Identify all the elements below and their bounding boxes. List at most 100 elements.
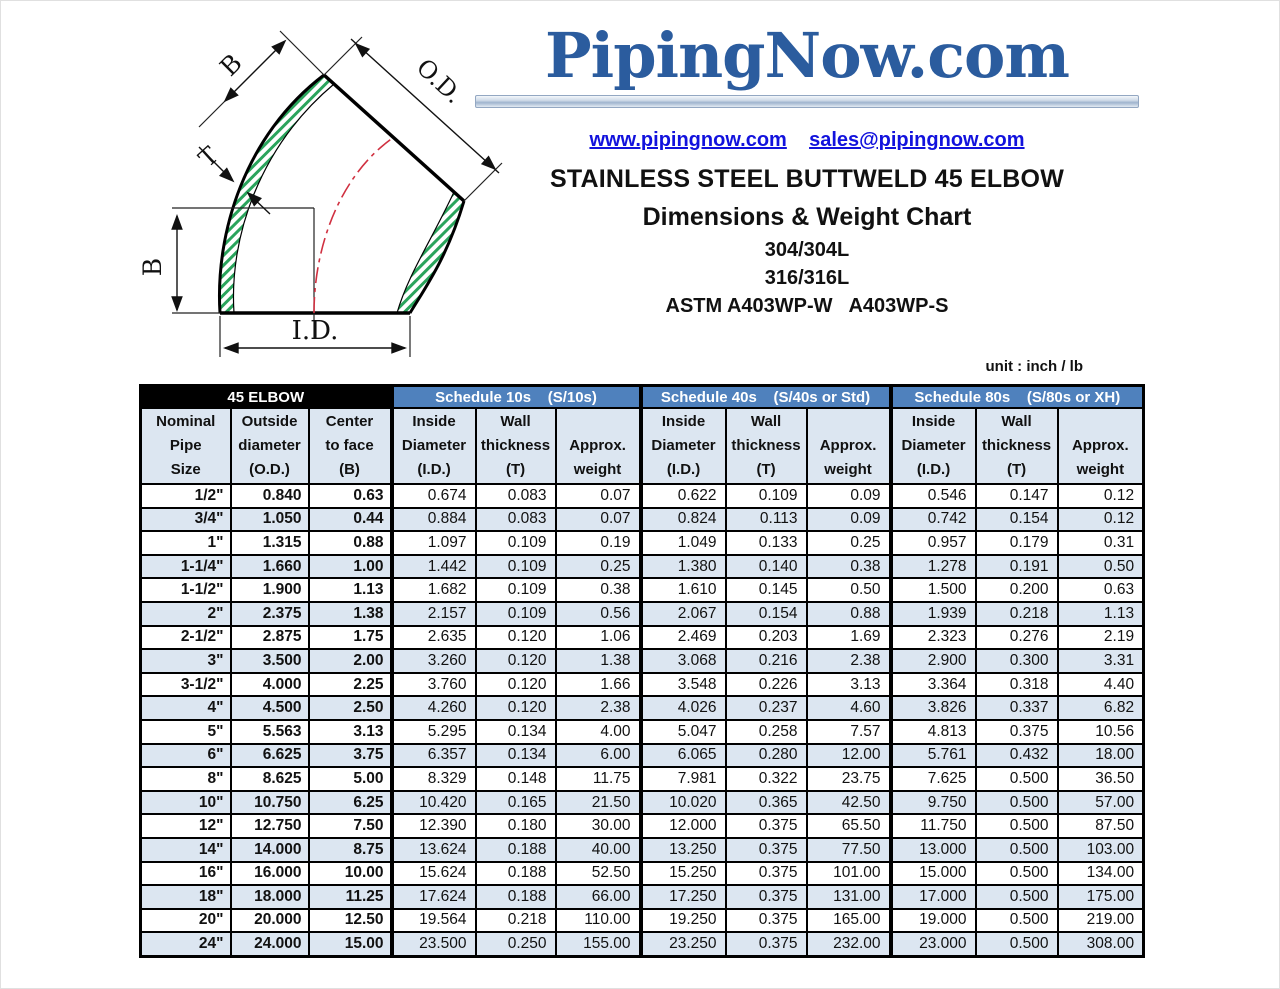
table-cell: 232.00 xyxy=(805,931,892,958)
table-cell: 6.625 xyxy=(229,742,310,769)
table-cell: 131.00 xyxy=(805,884,892,910)
table-cell: 0.365 xyxy=(724,789,808,816)
table-cell: 101.00 xyxy=(805,860,892,887)
column-header: Wall thickness (T) xyxy=(974,407,1059,485)
table-cell: 77.50 xyxy=(805,836,892,863)
table-cell: 0.134 xyxy=(474,718,557,745)
table-cell: 36.50 xyxy=(1056,766,1145,792)
table-cell: 17.624 xyxy=(389,884,477,910)
column-header-line xyxy=(1061,410,1141,434)
table-cell: 219.00 xyxy=(1056,907,1145,934)
table-cell: 175.00 xyxy=(1056,884,1145,910)
logo-text: PipingNow.com xyxy=(545,19,1070,92)
table-cell: 12.50 xyxy=(307,907,393,934)
table-cell: 12.00 xyxy=(805,742,892,769)
spec-table: 45 ELBOW Schedule 10s (S/10s) Schedule 40s… xyxy=(139,384,1146,958)
table-cell: 11.75 xyxy=(554,766,642,792)
table-cell: 0.226 xyxy=(724,671,808,698)
table-cell: 0.500 xyxy=(974,766,1059,792)
table-cell: 4.60 xyxy=(805,695,892,721)
table-cell: 0.280 xyxy=(724,742,808,769)
column-header: Wall thickness (T) xyxy=(474,407,557,485)
table-cell: 15.000 xyxy=(888,860,977,887)
column-header-line: Size xyxy=(170,461,201,478)
contact-links: www.pipingnow.com sales@pipingnow.com xyxy=(471,129,1143,152)
table-cell: 6.357 xyxy=(389,742,477,769)
column-header-line: (O.D.) xyxy=(249,461,290,478)
website-link[interactable]: www.pipingnow.com xyxy=(589,128,787,151)
table-cell: 0.38 xyxy=(554,577,642,603)
table-cell: 19.564 xyxy=(389,907,477,934)
table-cell: 0.147 xyxy=(974,483,1059,509)
column-header-line: Inside xyxy=(661,413,706,430)
table-cell: 3.548 xyxy=(638,671,727,698)
logo-divider-bar xyxy=(475,94,1139,108)
table-cell: 12" xyxy=(139,813,232,839)
table-cell: 1.660 xyxy=(229,553,310,580)
column-header-line: (I.D.) xyxy=(666,461,701,478)
table-cell: 3.760 xyxy=(389,671,477,698)
table-cell: 20" xyxy=(139,907,232,934)
table-cell: 5" xyxy=(139,718,232,745)
table-cell: 0.109 xyxy=(474,577,557,603)
table-cell: 7.981 xyxy=(638,766,727,792)
table-cell: 0.375 xyxy=(724,836,808,863)
table-cell: 14" xyxy=(139,836,232,863)
table-cell: 1.06 xyxy=(554,624,642,651)
table-row: 3" 3.500 2.00 3.260 0.120 1.38 3.068 0.216 2.38 2… xyxy=(139,648,1145,674)
table-row: 14" 14.000 8.75 13.624 0.188 40.00 13.250 0.375… xyxy=(139,836,1145,863)
email-link[interactable]: sales@pipingnow.com xyxy=(809,128,1025,151)
table-cell: 23.000 xyxy=(888,931,977,958)
table-cell: 1.69 xyxy=(805,624,892,651)
group-header: Schedule 10s (S/10s) xyxy=(389,384,642,409)
table-cell: 66.00 xyxy=(554,884,642,910)
table-cell: 5.563 xyxy=(229,718,310,745)
table-cell: 6.82 xyxy=(1056,695,1145,721)
column-header: Approx. weight xyxy=(805,407,892,485)
table-cell: 3" xyxy=(139,648,232,674)
table-row: 4" 4.500 2.50 4.260 0.120 2.38 4.026 0.237 4.60 3… xyxy=(139,695,1145,721)
table-cell: 0.179 xyxy=(974,530,1059,556)
table-row: 1-1/2" 1.900 1.13 1.682 0.109 0.38 1.610 0.145 0… xyxy=(139,577,1145,603)
table-cell: 1.900 xyxy=(229,577,310,603)
table-cell: 16" xyxy=(139,860,232,887)
table-cell: 0.134 xyxy=(474,742,557,769)
table-cell: 0.07 xyxy=(554,506,642,533)
column-header-line: Pipe xyxy=(169,437,202,454)
table-cell: 52.50 xyxy=(554,860,642,887)
table-cell: 23.250 xyxy=(638,931,727,958)
table-cell: 2.19 xyxy=(1056,624,1145,651)
table-cell: 17.250 xyxy=(638,884,727,910)
table-cell: 1.38 xyxy=(554,648,642,674)
table-cell: 0.375 xyxy=(724,860,808,887)
table-cell: 0.154 xyxy=(724,600,808,627)
table-cell: 5.047 xyxy=(638,718,727,745)
table-cell: 3.75 xyxy=(307,742,393,769)
table-cell: 0.083 xyxy=(474,506,557,533)
astm-spec: ASTM A403WP-W A403WP-S xyxy=(665,294,949,317)
dim-label-b-left: B xyxy=(138,258,167,276)
table-cell: 0.09 xyxy=(805,483,892,509)
table-cell: 134.00 xyxy=(1056,860,1145,887)
table-cell: 3.826 xyxy=(888,695,977,721)
table-cell: 2.38 xyxy=(554,695,642,721)
table-cell: 10.420 xyxy=(389,789,477,816)
page-title: STAINLESS STEEL BUTTWELD 45 ELBOW xyxy=(549,164,1065,193)
table-cell: 0.258 xyxy=(724,718,808,745)
table-cell: 8.75 xyxy=(307,836,393,863)
table-cell: 0.25 xyxy=(554,553,642,580)
table-cell: 0.31 xyxy=(1056,530,1145,556)
table-cell: 0.50 xyxy=(805,577,892,603)
table-cell: 2.157 xyxy=(389,600,477,627)
table-cell: 2.067 xyxy=(638,600,727,627)
table-cell: 2.50 xyxy=(307,695,393,721)
table-cell: 0.113 xyxy=(724,506,808,533)
table-cell: 12.390 xyxy=(389,813,477,839)
group-header-row: 45 ELBOW Schedule 10s (S/10s) Schedule 40s… xyxy=(139,384,1145,409)
unit-label: unit : inch / lb xyxy=(985,358,1084,375)
table-cell: 0.63 xyxy=(1056,577,1145,603)
table-cell: 2.00 xyxy=(307,648,393,674)
table-cell: 0.25 xyxy=(805,530,892,556)
column-header: Outside diameter (O.D.) xyxy=(229,407,310,485)
table-cell: 2" xyxy=(139,600,232,627)
